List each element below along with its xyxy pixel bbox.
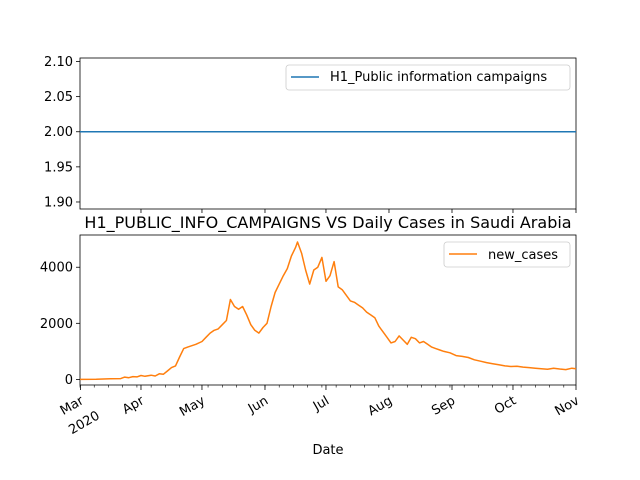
bottom-legend-box <box>443 241 571 268</box>
bottom-y-axis: 0 2000 4000 <box>40 261 80 388</box>
bottom-y-tick-label: 4000 <box>40 261 73 276</box>
bottom-x-tick-label: Aug <box>365 393 394 419</box>
top-y-tick-label: 1.90 <box>44 195 73 210</box>
top-y-tick-label: 2.05 <box>44 90 73 105</box>
bottom-legend-label: new_cases <box>488 248 558 263</box>
bottom-x-tick-label: May <box>177 393 208 420</box>
bottom-x-tick-label: Jun <box>245 393 271 417</box>
bottom-series-line <box>79 241 577 381</box>
bottom-x-tick-label: Oct <box>492 393 519 417</box>
bottom-series-lines <box>79 241 577 381</box>
top-y-axis: 1.90 1.95 2.00 2.05 2.10 <box>44 55 80 210</box>
bottom-x-tick-label: Apr <box>120 393 148 418</box>
bottom-x-axis-label: Date <box>312 443 343 458</box>
bottom-x-tick-label: Sep <box>429 393 458 418</box>
top-y-tick-label: 2.10 <box>44 55 73 70</box>
top-legend-label: H1_Public information campaigns <box>330 70 547 85</box>
top-legend: H1_Public information campaigns <box>285 64 571 91</box>
top-x-axis <box>140 209 577 213</box>
bottom-x-tick-label: Nov <box>553 393 583 419</box>
top-y-tick-label: 1.95 <box>44 160 73 175</box>
bottom-legend: new_cases <box>443 241 571 268</box>
bottom-chart-title: H1_PUBLIC_INFO_CAMPAIGNS VS Daily Cases … <box>84 213 571 233</box>
bottom-y-tick-label: 0 <box>65 373 73 388</box>
top-y-tick-label: 2.00 <box>44 125 73 140</box>
bottom-x-tick-label: Jul <box>310 393 332 414</box>
bottom-y-tick-label: 2000 <box>40 317 73 332</box>
top-panel: 1.90 1.95 2.00 2.05 2.10 H1_Public informati… <box>44 55 577 213</box>
top-legend-box <box>285 64 571 91</box>
